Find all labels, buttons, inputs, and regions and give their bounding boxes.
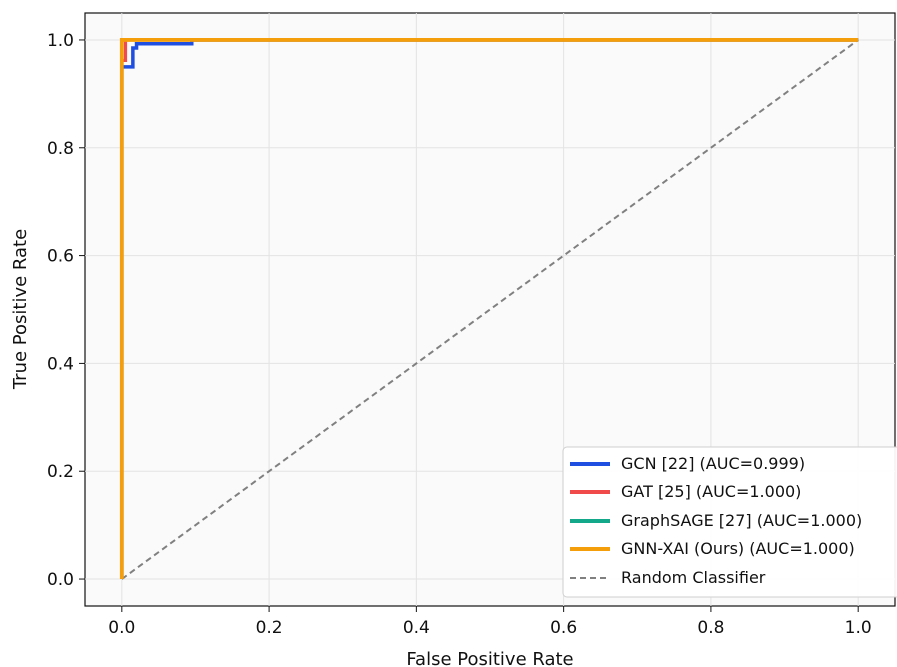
y-tick-label: 0.6 xyxy=(47,247,74,267)
y-axis-ticks: 0.0 0.2 0.4 0.6 0.8 1.0 xyxy=(47,31,85,590)
x-tick-label: 1.0 xyxy=(845,618,872,638)
y-tick-label: 0.2 xyxy=(47,462,74,482)
x-tick-label: 0.8 xyxy=(697,618,724,638)
x-axis-ticks: 0.0 0.2 0.4 0.6 0.8 1.0 xyxy=(108,606,872,638)
y-tick-label: 0.8 xyxy=(47,139,74,159)
x-tick-label: 0.2 xyxy=(256,618,283,638)
x-axis-label: False Positive Rate xyxy=(406,649,573,667)
legend-gcn-label: GCN [22] (AUC=0.999) xyxy=(621,454,805,473)
legend-gat-label: GAT [25] (AUC=1.000) xyxy=(621,482,801,501)
legend-random-label: Random Classifier xyxy=(621,568,766,587)
series-layer xyxy=(119,38,859,580)
x-tick-label: 0.4 xyxy=(403,618,430,638)
x-tick-label: 0.0 xyxy=(108,618,135,638)
random-classifier-line xyxy=(121,39,859,580)
legend-gnn-xai-label: GNN-XAI (Ours) (AUC=1.000) xyxy=(621,539,855,558)
y-tick-label: 0.4 xyxy=(47,354,74,374)
legend-box xyxy=(562,446,897,598)
series-line-gnn-xai xyxy=(119,38,859,580)
legend: GCN [22] (AUC=0.999) GAT [25] (AUC=1.000… xyxy=(562,446,897,598)
y-axis-label: True Positive Rate xyxy=(10,229,31,390)
legend-graphsage-label: GraphSAGE [27] (AUC=1.000) xyxy=(621,511,862,530)
y-tick-label: 1.0 xyxy=(47,31,74,51)
y-tick-label: 0.0 xyxy=(47,570,74,590)
x-tick-label: 0.6 xyxy=(550,618,577,638)
